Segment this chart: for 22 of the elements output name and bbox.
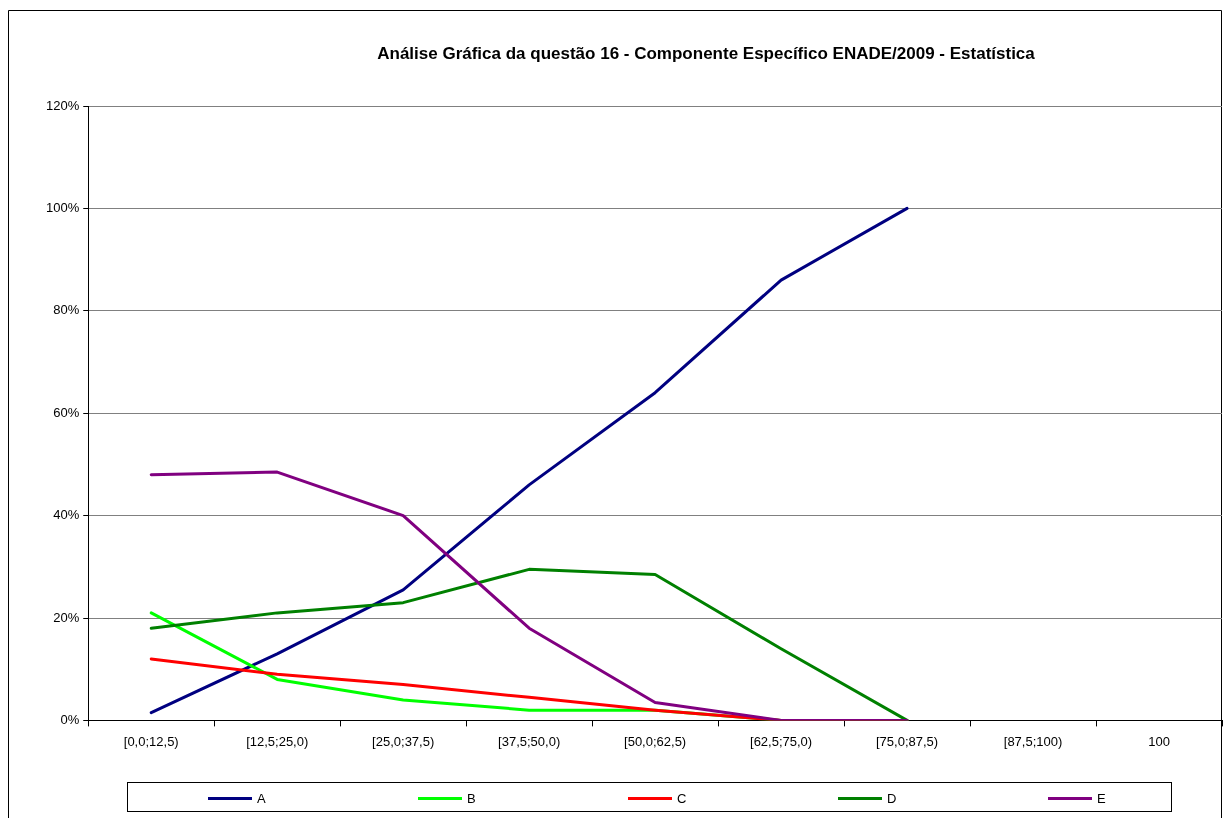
y-tick-label: 20%	[53, 609, 80, 625]
x-tick-label: [75,0;87,5)	[875, 733, 939, 749]
y-tick-label: 120%	[46, 97, 80, 113]
x-tick-label: [12,5;25,0)	[246, 733, 309, 749]
x-tick-label: [25,0;37,5)	[372, 733, 435, 749]
y-tick-label: 40%	[53, 507, 80, 523]
legend-label: C	[677, 790, 687, 806]
legend-label: E	[1097, 790, 1106, 806]
chart-title: Análise Gráfica da questão 16 - Componente Específico ENADE/2009 - Estatística	[376, 44, 1036, 64]
x-tick-label: [62,5;75,0)	[750, 733, 813, 749]
x-tick-label: [87,5;100)	[1003, 733, 1063, 749]
y-tick-label: 100%	[46, 199, 80, 215]
legend-label: B	[467, 790, 476, 806]
y-tick-label: 0%	[60, 711, 80, 727]
legend-label: D	[887, 790, 897, 806]
y-tick-label: 60%	[53, 404, 80, 420]
y-tick-label: 80%	[53, 302, 80, 318]
x-tick-label: 100	[1148, 733, 1170, 749]
x-tick-label: [50,0;62,5)	[624, 733, 687, 749]
legend-label: A	[257, 790, 266, 806]
x-tick-label: [37,5;50,0)	[498, 733, 561, 749]
x-tick-label: [0,0;12,5)	[123, 733, 179, 749]
